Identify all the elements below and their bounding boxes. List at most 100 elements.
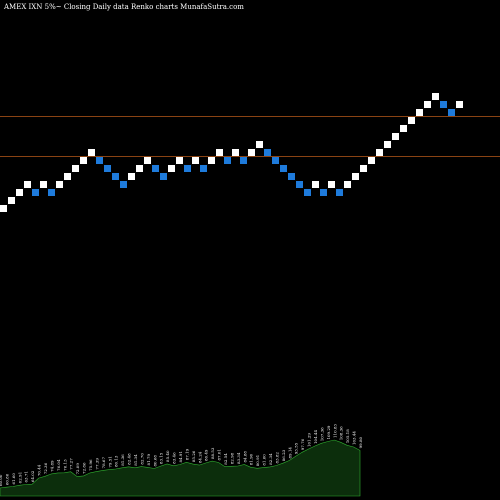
renko-brick bbox=[152, 165, 159, 172]
renko-brick bbox=[376, 149, 383, 156]
renko-brick bbox=[456, 101, 463, 108]
renko-brick bbox=[72, 165, 79, 172]
volume-label: 86.23 bbox=[281, 449, 286, 461]
volume-label: 103.44 bbox=[352, 431, 357, 445]
renko-brick bbox=[408, 117, 415, 124]
volume-label: 80.91 bbox=[255, 455, 260, 466]
renko-brick bbox=[64, 173, 71, 180]
volume-label: 61.60 bbox=[11, 473, 16, 485]
volume-label: 85.26 bbox=[191, 450, 196, 462]
renko-brick bbox=[280, 165, 287, 172]
renko-brick bbox=[8, 197, 15, 204]
volume-label: 72.86 bbox=[82, 462, 87, 474]
volume-label: 76.13 bbox=[62, 459, 67, 471]
renko-brick bbox=[336, 189, 343, 196]
volume-label: 97.76 bbox=[300, 438, 305, 450]
renko-brick bbox=[160, 173, 167, 180]
volume-label: 105.18 bbox=[345, 429, 350, 443]
volume-label: 84.24 bbox=[197, 451, 202, 463]
renko-brick bbox=[368, 157, 375, 164]
volume-label: 70.44 bbox=[37, 464, 42, 476]
renko-brick bbox=[448, 109, 455, 116]
volume-label: 62.91 bbox=[17, 472, 22, 483]
volume-label: 109.29 bbox=[326, 425, 331, 439]
volume-label: 83.15 bbox=[159, 452, 164, 464]
renko-brick bbox=[240, 157, 247, 164]
volume-label: 89.14 bbox=[287, 447, 292, 459]
volume-label: 78.67 bbox=[101, 457, 106, 469]
renko-brick bbox=[344, 181, 351, 188]
renko-brick bbox=[288, 173, 295, 180]
renko-brick bbox=[48, 189, 55, 196]
chart-title: AMEX IXN 5%~ Closing Daily data Renko ch… bbox=[3, 3, 244, 11]
renko-brick bbox=[312, 181, 319, 188]
volume-label: 60.86 bbox=[4, 473, 9, 485]
renko-brick bbox=[248, 149, 255, 156]
renko-bricks bbox=[0, 93, 463, 212]
volume-label: 93.55 bbox=[294, 442, 299, 454]
volume-label: 83.46 bbox=[172, 452, 177, 464]
volume-label: 82.48 bbox=[127, 453, 132, 465]
volume-label: 81.34 bbox=[133, 454, 138, 466]
renko-brick bbox=[216, 149, 223, 156]
volume-label: 101.29 bbox=[307, 433, 312, 447]
volume-label: 77.39 bbox=[94, 458, 99, 470]
renko-brick bbox=[16, 189, 23, 196]
volume-label: 81.79 bbox=[146, 454, 151, 466]
volume-label: 87.01 bbox=[217, 449, 222, 460]
renko-brick bbox=[32, 189, 39, 196]
renko-brick bbox=[80, 157, 87, 164]
volume-label: 81.36 bbox=[120, 454, 125, 466]
volume-label: 104.44 bbox=[313, 430, 318, 444]
volume-label: 84.88 bbox=[242, 451, 247, 463]
renko-brick bbox=[128, 173, 135, 180]
volume-label: 83.82 bbox=[274, 452, 279, 464]
renko-brick bbox=[328, 181, 335, 188]
volume-label: 77.27 bbox=[69, 458, 74, 470]
renko-brick bbox=[264, 149, 271, 156]
volume-label: 86.49 bbox=[204, 449, 209, 461]
volume-label: 108.36 bbox=[339, 426, 344, 440]
renko-brick bbox=[272, 157, 279, 164]
renko-brick bbox=[440, 101, 447, 108]
renko-brick bbox=[24, 181, 31, 188]
renko-brick bbox=[424, 101, 431, 108]
volume-label: 79.51 bbox=[107, 456, 112, 467]
volume-label: 83.34 bbox=[236, 452, 241, 464]
renko-brick bbox=[416, 109, 423, 116]
volume-label: 87.19 bbox=[184, 448, 189, 460]
volume-label: 107.36 bbox=[319, 427, 324, 441]
renko-brick bbox=[392, 133, 399, 140]
volume-label: 63.71 bbox=[24, 471, 29, 482]
renko-brick bbox=[40, 181, 47, 188]
renko-brick bbox=[120, 181, 127, 188]
renko-brick bbox=[96, 157, 103, 164]
renko-brick bbox=[360, 165, 367, 172]
volume-label: 76.04 bbox=[56, 459, 61, 471]
renko-brick bbox=[208, 157, 215, 164]
renko-brick bbox=[400, 125, 407, 132]
renko-brick bbox=[88, 149, 95, 156]
volume-label: 72.36 bbox=[43, 462, 48, 474]
renko-brick bbox=[224, 157, 231, 164]
renko-brick bbox=[104, 165, 111, 172]
renko-brick bbox=[304, 189, 311, 196]
renko-brick bbox=[144, 157, 151, 164]
volume-label: 110.83 bbox=[332, 424, 337, 438]
volume-label: 80.68 bbox=[152, 455, 157, 467]
renko-brick bbox=[192, 157, 199, 164]
renko-brick bbox=[0, 205, 7, 212]
volume-label: 82.54 bbox=[223, 453, 228, 465]
volume-label: 99.80 bbox=[358, 436, 363, 448]
volume-label: 82.34 bbox=[268, 453, 273, 465]
renko-brick bbox=[136, 165, 143, 172]
volume-label: 64.02 bbox=[30, 470, 35, 482]
renko-brick bbox=[168, 165, 175, 172]
renko-brick bbox=[256, 141, 263, 148]
volume-label: 88.53 bbox=[210, 447, 215, 459]
renko-brick bbox=[232, 149, 239, 156]
volume-label: 72.09 bbox=[75, 463, 80, 475]
volume-label: 82.70 bbox=[139, 453, 144, 465]
